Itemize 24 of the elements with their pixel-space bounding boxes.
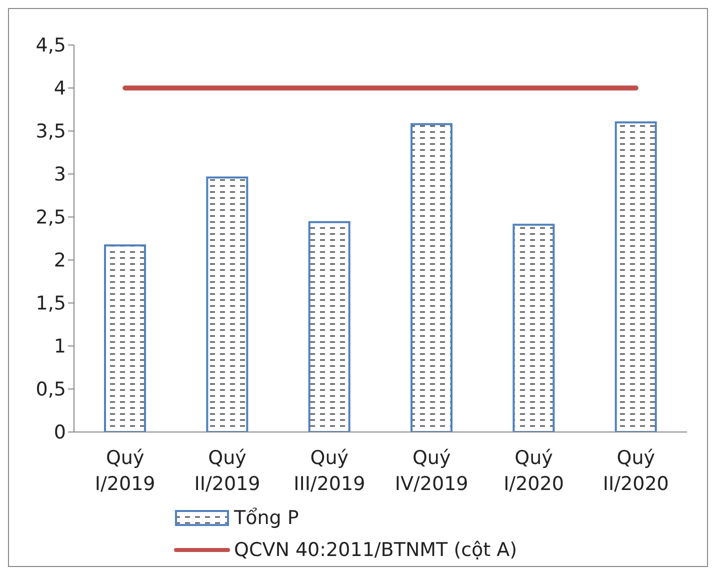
x-tick-label: Quý IV/2019: [394, 447, 468, 495]
bar: [104, 244, 146, 432]
x-tick-label: Quý II/2019: [194, 447, 260, 495]
x-tick-label: Quý I/2020: [504, 447, 564, 495]
legend-label: QCVN 40:2011/BTNMT (cột A): [234, 539, 518, 561]
y-tick-label: 1: [54, 336, 66, 358]
y-tick-label: 0,5: [36, 378, 66, 401]
y-tick-label: 4: [54, 78, 66, 100]
y-tick-label: 1,5: [36, 292, 66, 315]
y-tick-label: 3,5: [36, 120, 66, 143]
x-tick-label: Quý III/2019: [294, 447, 366, 495]
legend-label: Tổng P: [234, 507, 299, 529]
bar: [512, 224, 555, 432]
y-tick-label: 2: [54, 250, 66, 272]
bar: [308, 221, 350, 432]
x-tick-label: Quý I/2019: [94, 447, 156, 495]
y-tick-label: 2,5: [36, 206, 66, 229]
y-tick-label: 0: [54, 422, 66, 444]
x-tick-label: Quý II/2020: [602, 447, 669, 495]
bar: [206, 176, 248, 432]
y-tick-label: 4,5: [36, 34, 66, 57]
bar: [410, 123, 452, 432]
bar: [614, 121, 657, 432]
y-tick-label: 3: [54, 164, 66, 186]
